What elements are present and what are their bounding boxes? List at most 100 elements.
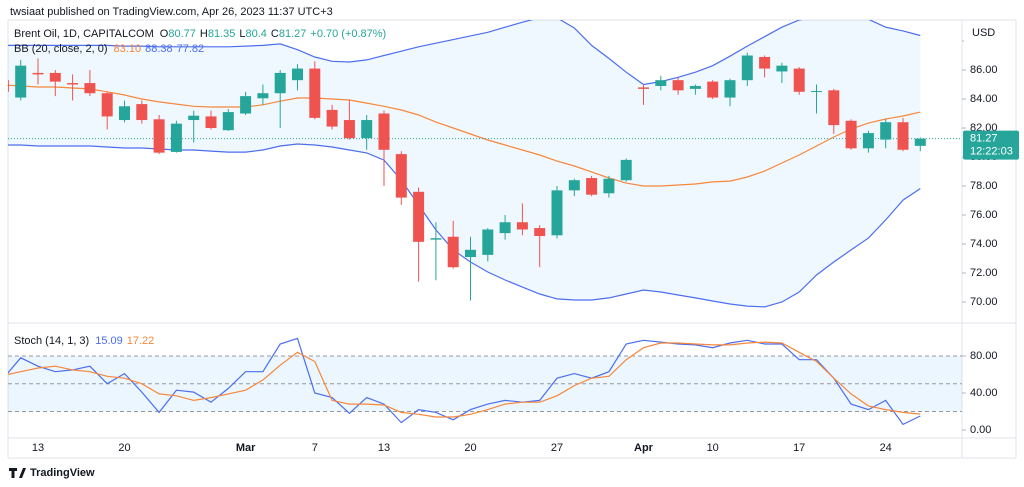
last-price-label: 81.27: [970, 133, 998, 145]
candle-body: [361, 120, 373, 139]
y-tick-label: 0.00: [970, 424, 991, 436]
candle-body: [240, 96, 252, 114]
bb-value: 83.10: [114, 43, 142, 55]
candle-body: [655, 80, 667, 86]
candle-body: [586, 178, 598, 195]
candle-body: [153, 119, 165, 153]
ohlc-label: L: [239, 28, 245, 40]
candle-body: [759, 56, 771, 69]
candle-body: [257, 93, 269, 99]
countdown-label: 12:22:03: [970, 146, 1013, 158]
candle-body: [914, 138, 926, 146]
chart-frame: [7, 19, 1017, 459]
ohlc-value: 81.35: [208, 28, 236, 40]
candle-body: [49, 72, 61, 82]
bb-value: 88.38: [145, 43, 173, 55]
ohlc-label: O: [160, 28, 169, 40]
x-tick-label: 20: [118, 442, 130, 454]
ohlc-label: C: [271, 28, 279, 40]
ohlc-value: 80.77: [168, 28, 196, 40]
candle-body: [84, 83, 96, 94]
candle-body: [811, 91, 822, 93]
candle-body: [828, 90, 840, 126]
candle-body: [447, 236, 459, 268]
candle-body: [395, 154, 407, 198]
stoch-line: [8, 337, 921, 426]
candle-body: [568, 180, 580, 191]
ohlc-value: 81.27: [279, 28, 307, 40]
candle-body: [430, 238, 442, 240]
ohlc-value: 80.4: [245, 28, 266, 40]
stoch-pane: [8, 337, 962, 426]
symbol-legend: Brent Oil, 1D, CAPITALCOM O80.77 H81.35 L80…: [14, 28, 386, 40]
stoch-value: 15.09: [95, 335, 123, 347]
candle-body: [67, 83, 79, 85]
candle-body: [499, 222, 511, 234]
x-tick-label: 27: [551, 442, 563, 454]
ohlc-label: H: [200, 28, 208, 40]
bb-line: [8, 84, 921, 187]
candle-body: [516, 222, 528, 230]
candle-body: [551, 190, 563, 236]
candle-body: [119, 106, 130, 121]
candle-body: [136, 104, 148, 121]
candle-body: [482, 229, 494, 255]
y-tick-label: 70.00: [970, 296, 998, 308]
y-tick-label: 76.00: [970, 209, 998, 221]
header: twsiaat published on TradingView.com, Ap…: [10, 6, 333, 18]
candle-body: [741, 55, 753, 81]
bb-value: 77.82: [177, 43, 205, 55]
candle-body: [845, 120, 857, 149]
x-tick-label: 24: [880, 442, 892, 454]
stoch-value: 17.22: [127, 335, 155, 347]
candle-body: [862, 133, 874, 149]
y-tick-label: 78.00: [970, 180, 998, 192]
candle-body: [205, 116, 217, 129]
logo-mark: [9, 468, 26, 478]
x-tick-label: Apr: [634, 442, 654, 454]
candle-body: [603, 178, 615, 194]
candle-body: [707, 81, 719, 98]
candle-body: [776, 65, 788, 72]
candle-body: [897, 122, 909, 150]
candle-body: [465, 249, 476, 258]
currency-bg: [964, 24, 1014, 44]
change: +0.70 (+0.87%): [310, 28, 386, 40]
candle-body: [188, 115, 200, 121]
candle-body: [793, 68, 805, 92]
y-tick-label: 84.00: [970, 93, 998, 105]
candle-body: [689, 85, 701, 89]
candle-body: [274, 72, 286, 94]
candle-body: [378, 113, 390, 150]
x-tick-label: 7: [312, 442, 318, 454]
x-tick-label: 13: [32, 442, 44, 454]
candle-body: [724, 80, 736, 98]
candle-body: [292, 68, 303, 81]
candle-body: [15, 65, 27, 98]
last-price-tag: [963, 130, 1019, 160]
bb-line: [8, 20, 921, 86]
stoch-label: Stoch (14, 1, 3): [14, 335, 89, 347]
bb-label: BB (20, close, 2, 0): [14, 43, 108, 55]
symbol: Brent Oil, 1D, CAPITALCOM: [14, 28, 154, 40]
y-tick-label: 86.00: [970, 64, 998, 76]
candle-body: [222, 112, 234, 131]
candle-body: [413, 191, 425, 242]
axes: 70.0072.0074.0076.0078.0080.0082.0084.00…: [32, 35, 1019, 454]
candle-body: [534, 228, 546, 237]
candle-body: [672, 80, 684, 91]
y-tick-label: 72.00: [970, 267, 998, 279]
candle-body: [620, 159, 632, 181]
candle-body: [170, 123, 182, 152]
x-tick-label: 13: [378, 442, 390, 454]
bb-legend: BB (20, close, 2, 0) 83.10 88.38 77.82: [14, 43, 204, 55]
x-tick-label: 17: [793, 442, 805, 454]
x-tick-label: 20: [464, 442, 476, 454]
logo: [9, 468, 26, 478]
candle-body: [32, 72, 44, 75]
x-tick-label: 10: [707, 442, 719, 454]
y-tick-label: 80.00: [970, 350, 998, 362]
candle-body: [101, 93, 113, 117]
band-fill: [8, 20, 921, 307]
x-tick-label: Mar: [236, 442, 256, 454]
